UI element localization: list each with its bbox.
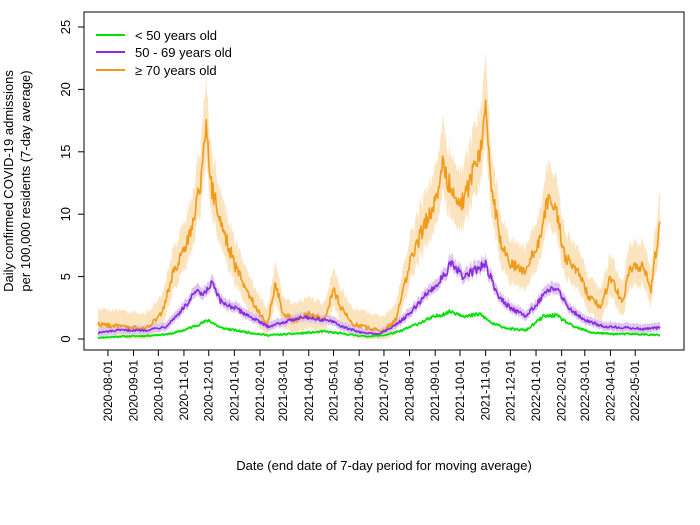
x-tick-label: 2022-02-01 [555,360,569,422]
x-tick-label: 2021-09-01 [428,360,442,422]
legend-label-50-69: 50 - 69 years old [135,45,232,60]
line-series-1 [97,259,661,336]
x-tick-label: 2022-01-01 [529,360,543,422]
y-axis: 0 5 10 15 20 25 [58,20,84,343]
y-tick-label: 20 [58,82,73,96]
x-tick-label: 2021-08-01 [403,360,417,422]
x-tick-label: 2022-05-01 [628,360,642,422]
confidence-bands [98,51,660,339]
legend-label-70-plus: ≥ 70 years old [135,63,217,78]
x-tick-label: 2020-08-01 [101,360,115,422]
y-tick-label: 15 [58,145,73,159]
legend-label-under-50: < 50 years old [135,28,217,43]
legend: < 50 years old 50 - 69 years old ≥ 70 ye… [96,28,232,78]
y-tick-label: 5 [58,273,73,280]
line-series-0 [97,309,661,339]
x-tick-label: 2021-02-01 [253,360,267,422]
x-axis-label: Date (end date of 7-day period for movin… [236,458,532,473]
x-tick-label: 2021-05-01 [327,360,341,422]
y-tick-label: 25 [58,20,73,34]
y-tick-label: 10 [58,207,73,221]
band-series-2 [98,51,660,339]
x-tick-label: 2021-01-01 [227,360,241,422]
line-series-2 [97,99,661,333]
x-tick-label: 2020-09-01 [127,360,141,422]
x-axis: 2020-08-01 2020-09-01 2020-10-01 2020-11-01… [101,350,642,421]
x-tick-label: 2021-07-01 [377,360,391,422]
x-tick-label: 2021-12-01 [503,360,517,422]
series-lines [97,99,661,339]
y-axis-label-line-2: per 100,000 residents (7-day average) [18,70,33,291]
x-tick-label: 2021-04-01 [302,360,316,422]
band-series-1 [98,252,660,339]
x-tick-label: 2021-11-01 [479,360,493,421]
y-tick-label: 0 [58,335,73,342]
x-tick-label: 2020-11-01 [177,360,191,421]
x-tick-label: 2021-06-01 [352,360,366,422]
x-tick-label: 2022-04-01 [603,360,617,422]
x-tick-label: 2020-12-01 [202,360,216,422]
x-tick-label: 2021-10-01 [453,360,467,422]
y-axis-label-line-1: Daily confirmed COVID-19 admissions [1,70,16,292]
x-tick-label: 2021-03-01 [276,360,290,422]
x-tick-label: 2020-10-01 [151,360,165,422]
x-tick-label: 2022-03-01 [578,360,592,422]
